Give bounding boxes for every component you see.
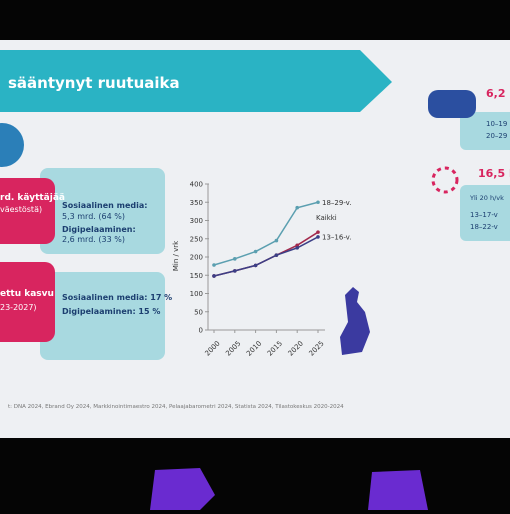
- point: [212, 263, 216, 267]
- detail-box: [460, 112, 510, 150]
- box-text: 20–29: [486, 132, 507, 140]
- detail-box: [460, 185, 510, 241]
- point: [233, 257, 237, 261]
- box-text: väestöstä): [0, 205, 42, 214]
- box-text: 18–22-v: [470, 223, 498, 231]
- social-icon: [431, 166, 459, 194]
- chair: [368, 470, 428, 510]
- series-label: 13–16-v.: [322, 233, 351, 241]
- point: [233, 269, 237, 273]
- heading: 6,2 h: [486, 87, 510, 100]
- y-tick-label: 350: [190, 199, 203, 207]
- point: [253, 263, 258, 268]
- y-tick-label: 150: [190, 272, 203, 280]
- point: [274, 238, 279, 243]
- box-text: rd. käyttäjää: [0, 193, 65, 203]
- point: [316, 200, 320, 205]
- detail-box: [40, 168, 165, 254]
- heading: 16,5 h: [478, 167, 510, 180]
- box-text: 5,3 mrd. (64 %): [62, 212, 125, 221]
- globe-icon: [0, 123, 24, 167]
- box-text: ettu kasvu: [0, 289, 54, 299]
- box-text: 13–17-v: [470, 211, 498, 219]
- y-tick-label: 50: [194, 308, 203, 316]
- y-tick-label: 0: [199, 327, 203, 335]
- point: [295, 246, 300, 250]
- y-tick-label: 300: [190, 217, 203, 225]
- point: [316, 235, 320, 239]
- box-text: 2,6 mrd. (33 %): [62, 235, 125, 244]
- y-tick-label: 200: [190, 254, 203, 262]
- box-text: 23-2027): [0, 303, 37, 312]
- box-text: Digipelaaminen:: [62, 225, 136, 234]
- finland-map: [340, 287, 370, 355]
- point: [316, 230, 320, 234]
- y-tick-label: 100: [190, 290, 203, 298]
- title: sääntynyt ruutuaika: [8, 74, 180, 92]
- box-text: Digipelaaminen: 15 %: [62, 307, 160, 316]
- point: [212, 274, 216, 278]
- y-tick-label: 400: [190, 181, 203, 189]
- y-tick-label: 250: [190, 235, 203, 243]
- line: [213, 236, 319, 277]
- chair: [150, 468, 215, 510]
- title-banner: [0, 50, 392, 112]
- box-text: Yli 20 h/vk: [469, 194, 504, 202]
- series-label: Kaikki: [316, 214, 337, 222]
- series-label: 18–29-v.: [322, 199, 351, 207]
- point: [274, 253, 279, 257]
- source: t: DNA 2024, Ebrand Oy 2024, Markkinoint…: [8, 404, 344, 410]
- line: [213, 201, 319, 266]
- detail-box: [40, 272, 165, 360]
- point: [253, 249, 258, 254]
- point: [295, 205, 300, 210]
- box-text: Sosiaalinen media:: [62, 201, 147, 210]
- highlight-box: [0, 262, 55, 342]
- gamepad-icon: [428, 90, 476, 118]
- y-axis-label: Min / vrk: [172, 240, 180, 271]
- box-text: 10–19: [486, 120, 507, 128]
- point: [295, 243, 300, 248]
- box-text: Sosiaalinen media: 17 %: [62, 293, 172, 302]
- highlight-box: [0, 178, 55, 244]
